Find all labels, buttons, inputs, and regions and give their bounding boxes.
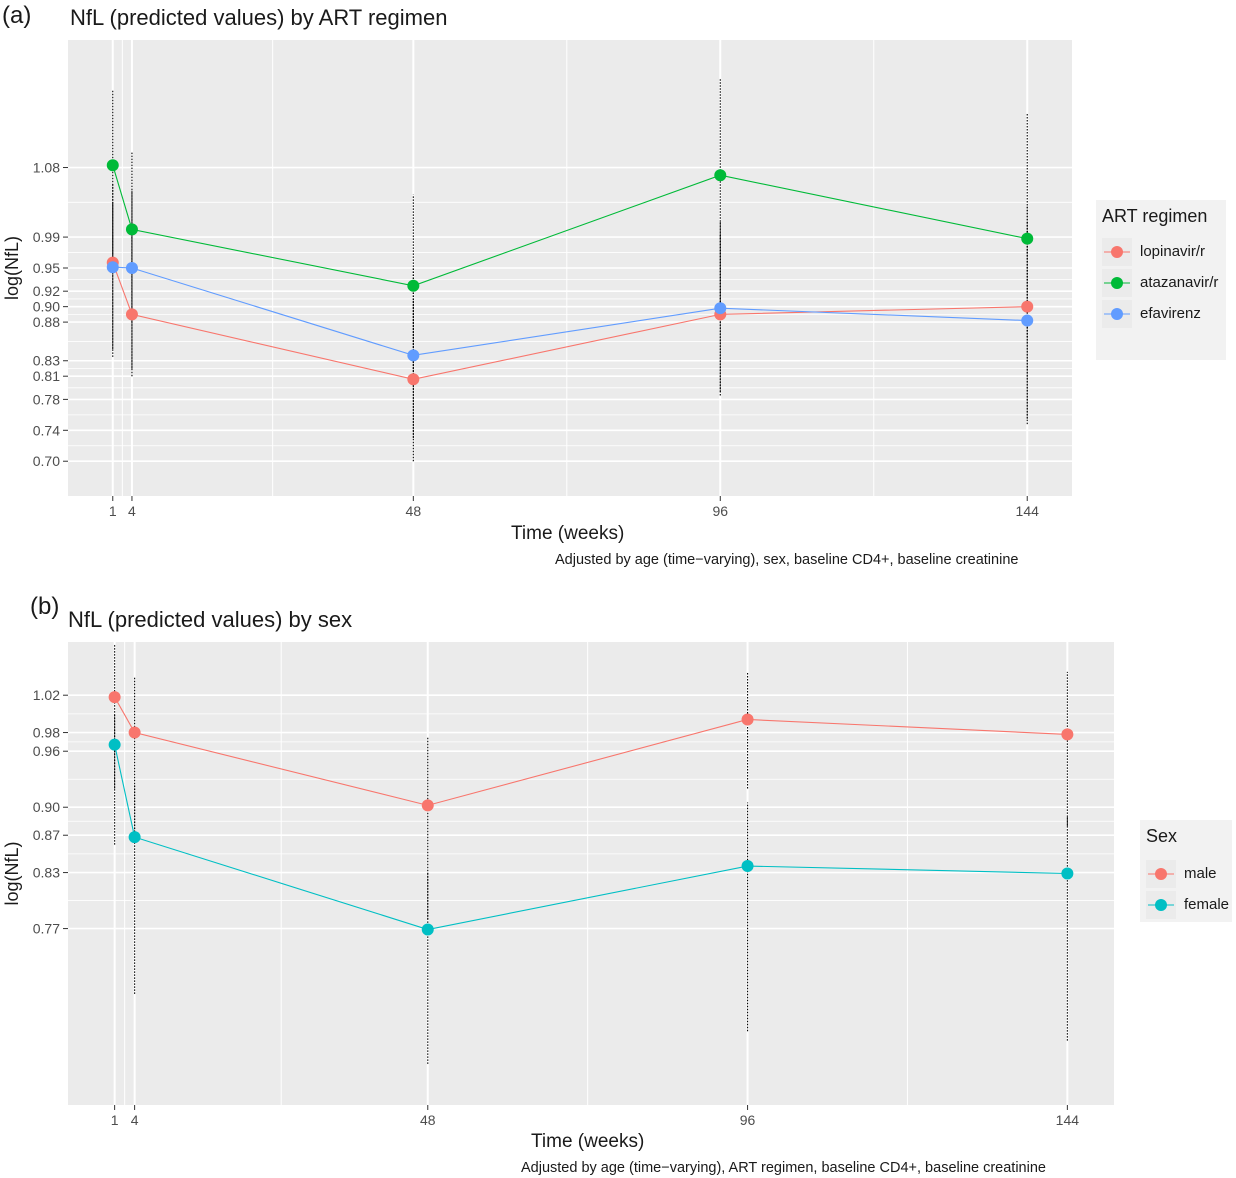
pa-y-tick-label: 0.83 — [33, 353, 60, 369]
pb-x-tick-label: 1 — [111, 1112, 119, 1128]
pa-y-tick-label: 0.90 — [33, 299, 60, 315]
legend-key-lopinavir — [1102, 238, 1132, 266]
pb-data-point-female — [108, 738, 121, 751]
pb-data-point-male — [108, 691, 121, 704]
pa-data-point-efavirenz — [1021, 314, 1034, 327]
pa-y-tick-label: 0.99 — [33, 229, 60, 245]
pa-x-tick-label: 144 — [1016, 503, 1040, 519]
legend-label-efavirenz: efavirenz — [1140, 305, 1201, 322]
pa-y-axis-title: log(NfL) — [2, 236, 22, 300]
legend-key-atazanavir — [1102, 269, 1132, 297]
pa-data-point-efavirenz — [106, 261, 119, 274]
pa-data-point-atazanavirr — [714, 169, 727, 182]
panel-a-legend: ART regimen lopinavir/r atazanavir/r efa… — [1096, 200, 1226, 360]
pb-x-tick-label: 96 — [740, 1112, 756, 1128]
pb-x-tick-label: 144 — [1056, 1112, 1080, 1128]
pb-y-axis-title: log(NfL) — [2, 841, 22, 905]
legend-label-male: male — [1184, 865, 1217, 882]
pa-y-tick-label: 0.74 — [33, 422, 60, 438]
legend-key-female — [1146, 891, 1176, 919]
pa-y-tick-label: 0.70 — [33, 453, 60, 469]
pa-data-point-lopinavirr — [407, 373, 420, 386]
pa-data-point-atazanavirr — [1021, 232, 1034, 245]
pb-y-tick-label: 0.96 — [33, 743, 60, 759]
pa-data-point-lopinavirr — [1021, 300, 1034, 313]
panel-a-x-axis-label: Time (weeks) — [511, 523, 625, 544]
pa-data-point-atazanavirr — [407, 279, 420, 292]
legend-key-male — [1146, 860, 1176, 888]
pb-y-tick-label: 0.77 — [33, 921, 60, 937]
legend-label-female: female — [1184, 896, 1230, 913]
pb-data-point-male — [421, 799, 434, 812]
panel-b-letter: (b) — [30, 593, 60, 620]
pb-y-tick-label: 1.02 — [33, 687, 60, 703]
legend-key-efavirenz — [1102, 300, 1132, 328]
pb-data-point-female — [421, 923, 434, 936]
pa-x-tick-label: 4 — [128, 503, 136, 519]
panel-b-x-axis-label: Time (weeks) — [531, 1131, 645, 1152]
legend-label-atazanavir: atazanavir/r — [1140, 274, 1219, 291]
pa-data-point-lopinavirr — [125, 308, 138, 321]
pb-data-point-female — [128, 831, 141, 844]
pb-data-point-male — [1061, 728, 1074, 741]
pa-data-point-efavirenz — [714, 302, 727, 315]
panel-a-title: NfL (predicted values) by ART regimen — [70, 5, 448, 30]
pb-x-tick-label: 4 — [131, 1112, 139, 1128]
panel-b-caption: Adjusted by age (time−varying), ART regi… — [521, 1160, 1046, 1176]
pa-y-tick-label: 0.81 — [33, 368, 60, 384]
pb-data-point-female — [1061, 867, 1074, 880]
pb-plot-background — [68, 642, 1114, 1105]
panel-b-legend: Sex male female — [1140, 820, 1232, 922]
pa-data-point-atazanavirr — [106, 159, 119, 172]
pa-y-tick-label: 0.95 — [33, 260, 60, 276]
pb-data-point-male — [741, 713, 754, 726]
pa-x-tick-label: 48 — [406, 503, 422, 519]
pa-data-point-efavirenz — [407, 349, 420, 362]
panel-a-plot: 0.70 0.74 0.78 0.810.83 0.880.900.92 0.95 0.99… — [2, 40, 1072, 519]
pa-y-tick-label: 1.08 — [33, 160, 60, 176]
panel-b-title: NfL (predicted values) by sex — [68, 607, 353, 632]
pb-y-tick-label: 0.98 — [33, 725, 60, 741]
pb-x-tick-label: 48 — [420, 1112, 436, 1128]
pb-y-tick-label: 0.83 — [33, 865, 60, 881]
pa-data-point-atazanavirr — [125, 223, 138, 236]
panel-a-legend-title: ART regimen — [1102, 206, 1208, 226]
pa-x-tick-label: 1 — [109, 503, 117, 519]
panel-a-caption: Adjusted by age (time−varying), sex, bas… — [555, 552, 1019, 568]
pb-y-tick-label: 0.90 — [33, 799, 60, 815]
panel-b-legend-title: Sex — [1146, 826, 1178, 846]
pa-y-tick-label: 0.78 — [33, 391, 60, 407]
legend-label-lopinavir: lopinavir/r — [1140, 243, 1206, 260]
panel-a-letter: (a) — [2, 2, 32, 29]
pa-y-tick-label: 0.88 — [33, 314, 60, 330]
pb-data-point-male — [128, 726, 141, 739]
pb-y-tick-label: 0.87 — [33, 827, 60, 843]
pa-data-point-efavirenz — [125, 262, 138, 274]
pa-x-tick-label: 96 — [712, 503, 728, 519]
pa-y-tick-label: 0.92 — [33, 283, 60, 299]
pb-data-point-female — [741, 860, 754, 873]
